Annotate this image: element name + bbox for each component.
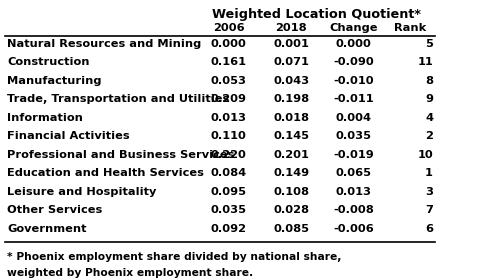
Text: 0.043: 0.043 bbox=[273, 76, 310, 86]
Text: 8: 8 bbox=[425, 76, 433, 86]
Text: Rank: Rank bbox=[394, 23, 426, 33]
Text: 0.004: 0.004 bbox=[336, 113, 372, 123]
Text: 0.065: 0.065 bbox=[336, 168, 372, 178]
Text: 0.053: 0.053 bbox=[211, 76, 247, 86]
Text: 11: 11 bbox=[417, 57, 433, 67]
Text: 0.201: 0.201 bbox=[274, 150, 309, 160]
Text: Education and Health Services: Education and Health Services bbox=[7, 168, 204, 178]
Text: -0.008: -0.008 bbox=[334, 205, 374, 215]
Text: -0.011: -0.011 bbox=[334, 94, 374, 104]
Text: 1: 1 bbox=[425, 168, 433, 178]
Text: 0.013: 0.013 bbox=[336, 187, 372, 197]
Text: 4: 4 bbox=[425, 113, 433, 123]
Text: Construction: Construction bbox=[7, 57, 89, 67]
Text: -0.010: -0.010 bbox=[334, 76, 374, 86]
Text: 0.001: 0.001 bbox=[274, 39, 309, 49]
Text: Government: Government bbox=[7, 224, 86, 234]
Text: Financial Activities: Financial Activities bbox=[7, 131, 130, 141]
Text: Information: Information bbox=[7, 113, 83, 123]
Text: Natural Resources and Mining: Natural Resources and Mining bbox=[7, 39, 201, 49]
Text: 2018: 2018 bbox=[276, 23, 307, 33]
Text: -0.090: -0.090 bbox=[334, 57, 374, 67]
Text: 2006: 2006 bbox=[213, 23, 244, 33]
Text: 0.161: 0.161 bbox=[211, 57, 247, 67]
Text: 0.018: 0.018 bbox=[273, 113, 309, 123]
Text: -0.006: -0.006 bbox=[334, 224, 374, 234]
Text: weighted by Phoenix employment share.: weighted by Phoenix employment share. bbox=[7, 268, 253, 278]
Text: 0.000: 0.000 bbox=[336, 39, 372, 49]
Text: Manufacturing: Manufacturing bbox=[7, 76, 102, 86]
Text: 9: 9 bbox=[425, 94, 433, 104]
Text: 0.071: 0.071 bbox=[274, 57, 309, 67]
Text: 0.209: 0.209 bbox=[211, 94, 247, 104]
Text: 0.110: 0.110 bbox=[211, 131, 246, 141]
Text: 7: 7 bbox=[425, 205, 433, 215]
Text: 0.220: 0.220 bbox=[211, 150, 246, 160]
Text: Trade, Transportation and Utilities: Trade, Transportation and Utilities bbox=[7, 94, 229, 104]
Text: 0.035: 0.035 bbox=[211, 205, 247, 215]
Text: 3: 3 bbox=[425, 187, 433, 197]
Text: 0.198: 0.198 bbox=[273, 94, 310, 104]
Text: 0.000: 0.000 bbox=[211, 39, 246, 49]
Text: 0.085: 0.085 bbox=[273, 224, 309, 234]
Text: 0.149: 0.149 bbox=[273, 168, 310, 178]
Text: 0.028: 0.028 bbox=[273, 205, 309, 215]
Text: -0.019: -0.019 bbox=[334, 150, 374, 160]
Text: 0.013: 0.013 bbox=[211, 113, 247, 123]
Text: 5: 5 bbox=[425, 39, 433, 49]
Text: 0.092: 0.092 bbox=[211, 224, 247, 234]
Text: 0.035: 0.035 bbox=[336, 131, 372, 141]
Text: Leisure and Hospitality: Leisure and Hospitality bbox=[7, 187, 156, 197]
Text: Other Services: Other Services bbox=[7, 205, 102, 215]
Text: 10: 10 bbox=[417, 150, 433, 160]
Text: 2: 2 bbox=[425, 131, 433, 141]
Text: Weighted Location Quotient*: Weighted Location Quotient* bbox=[212, 8, 420, 21]
Text: * Phoenix employment share divided by national share,: * Phoenix employment share divided by na… bbox=[7, 252, 342, 262]
Text: Change: Change bbox=[330, 23, 378, 33]
Text: 6: 6 bbox=[425, 224, 433, 234]
Text: 0.108: 0.108 bbox=[273, 187, 309, 197]
Text: 0.084: 0.084 bbox=[210, 168, 247, 178]
Text: 0.145: 0.145 bbox=[273, 131, 309, 141]
Text: Professional and Business Services: Professional and Business Services bbox=[7, 150, 234, 160]
Text: 0.095: 0.095 bbox=[211, 187, 247, 197]
